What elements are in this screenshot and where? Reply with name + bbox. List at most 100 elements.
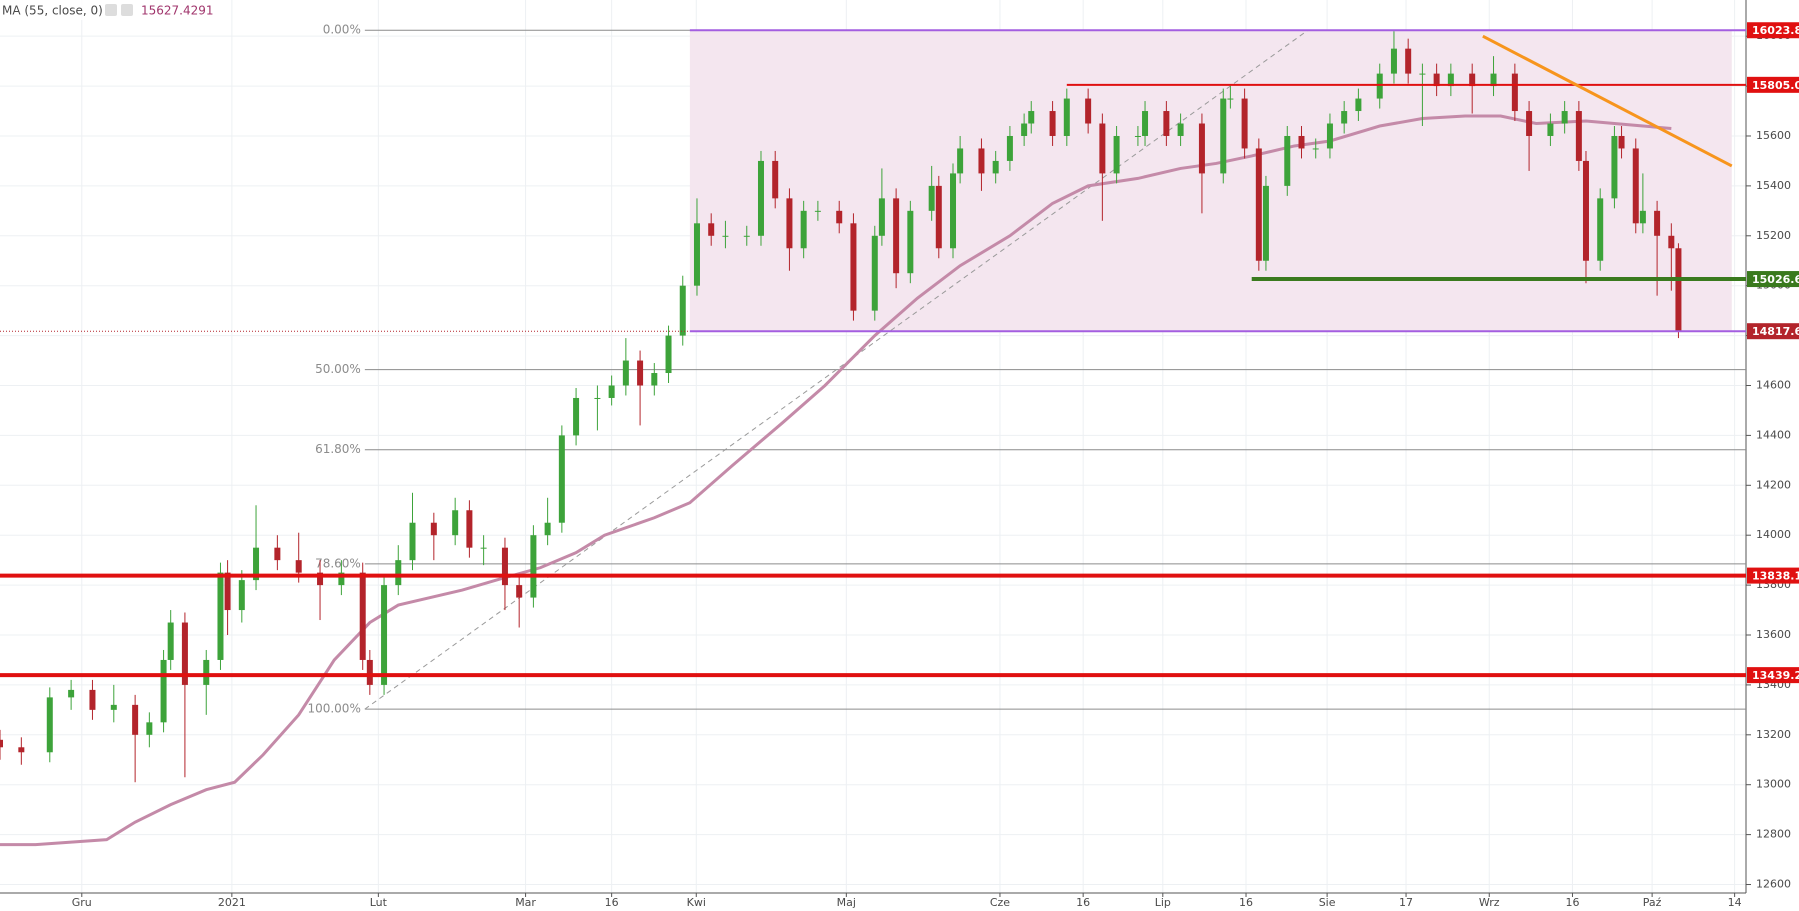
candle-body bbox=[800, 210, 807, 249]
candle-body bbox=[317, 572, 324, 586]
price-box-label: 14817.6 bbox=[1752, 325, 1799, 338]
candle-body bbox=[594, 397, 601, 399]
x-tick-label: Lip bbox=[1155, 896, 1171, 909]
candle-body bbox=[1561, 111, 1568, 124]
candle-body bbox=[1639, 210, 1646, 224]
x-tick-label: Maj bbox=[837, 896, 856, 909]
candle-body bbox=[1490, 73, 1497, 87]
fib-label: 0.00% bbox=[323, 23, 361, 37]
candle-body bbox=[1447, 73, 1454, 87]
candle-body bbox=[992, 160, 999, 174]
x-tick-label: Mar bbox=[515, 896, 536, 909]
candle-body bbox=[850, 223, 857, 311]
candle-body bbox=[1298, 135, 1305, 149]
candle-body bbox=[1433, 73, 1440, 87]
candle-body bbox=[679, 285, 686, 336]
candle-body bbox=[1284, 135, 1291, 186]
y-tick-label: 12600 bbox=[1756, 878, 1791, 891]
candle-body bbox=[238, 580, 245, 611]
y-tick-label: 13600 bbox=[1756, 628, 1791, 641]
candle-body bbox=[516, 585, 523, 598]
y-tick-label: 14400 bbox=[1756, 428, 1791, 441]
candle-body bbox=[935, 185, 942, 249]
price-box-label: 15026.6 bbox=[1752, 273, 1799, 286]
candle-body bbox=[708, 223, 715, 236]
candle-body bbox=[722, 235, 729, 237]
candle-body bbox=[878, 198, 885, 236]
candle-body bbox=[693, 223, 700, 286]
price-box bbox=[1747, 271, 1799, 288]
candle-body bbox=[1376, 73, 1383, 99]
close-icon[interactable] bbox=[121, 4, 133, 16]
candle-body bbox=[146, 722, 153, 735]
candle-body bbox=[1675, 248, 1682, 332]
candle-body bbox=[871, 235, 878, 311]
y-tick-label: 15400 bbox=[1756, 179, 1791, 192]
candle-body bbox=[1262, 185, 1269, 261]
y-tick-label: 12800 bbox=[1756, 828, 1791, 841]
candle-body bbox=[0, 739, 3, 748]
candle-body bbox=[253, 547, 260, 581]
candle-body bbox=[1632, 148, 1639, 224]
price-box-label: 13838.1 bbox=[1752, 570, 1799, 583]
candle-body bbox=[1511, 73, 1518, 112]
settings-icon[interactable] bbox=[105, 4, 117, 16]
price-box-label: 15805.0 bbox=[1752, 79, 1799, 92]
x-tick-label: Cze bbox=[990, 896, 1010, 909]
candle-body bbox=[757, 160, 764, 236]
candle-body bbox=[1419, 73, 1426, 75]
candle-body bbox=[1134, 135, 1141, 137]
candle-body bbox=[530, 535, 537, 598]
candle-body bbox=[1582, 160, 1589, 261]
candle-body bbox=[68, 689, 75, 698]
candle-body bbox=[409, 522, 416, 561]
candle-body bbox=[224, 572, 231, 611]
candle-body bbox=[295, 560, 302, 573]
x-tick-label: 16 bbox=[1239, 896, 1253, 909]
candle-body bbox=[46, 697, 53, 753]
indicator-value: 15627.4291 bbox=[141, 4, 214, 18]
candle-body bbox=[366, 659, 373, 685]
x-tick-label: Lut bbox=[370, 896, 388, 909]
candle-body bbox=[558, 435, 565, 523]
candle-body bbox=[1021, 123, 1028, 136]
y-tick-label: 13000 bbox=[1756, 778, 1791, 791]
candle-body bbox=[89, 689, 96, 710]
candle-body bbox=[274, 547, 281, 561]
x-tick-label: 14 bbox=[1728, 896, 1742, 909]
candle-body bbox=[622, 360, 629, 386]
price-box-label: 13439.2 bbox=[1752, 669, 1799, 682]
candle-body bbox=[1049, 111, 1056, 136]
candle-body bbox=[1526, 111, 1533, 136]
x-tick-label: Paź bbox=[1643, 896, 1662, 909]
y-tick-label: 14000 bbox=[1756, 528, 1791, 541]
price-box bbox=[1747, 76, 1799, 93]
candle-body bbox=[430, 522, 437, 536]
candle-body bbox=[1227, 98, 1234, 100]
candle-body bbox=[1255, 148, 1262, 261]
ma-line bbox=[0, 114, 1672, 847]
candle-body bbox=[893, 198, 900, 274]
y-tick-label: 14600 bbox=[1756, 378, 1791, 391]
candle-body bbox=[637, 360, 644, 386]
candle-body bbox=[1198, 123, 1205, 174]
y-tick-label: 13200 bbox=[1756, 728, 1791, 741]
candle-body bbox=[167, 622, 174, 660]
candle-body bbox=[1063, 98, 1070, 136]
candle-body bbox=[1405, 48, 1412, 74]
candle-body bbox=[1326, 123, 1333, 149]
candle-body bbox=[203, 659, 210, 685]
candle-body bbox=[814, 210, 821, 212]
candle-body bbox=[1547, 123, 1554, 136]
y-tick-label: 15600 bbox=[1756, 129, 1791, 142]
candle-body bbox=[1597, 198, 1604, 261]
candle-body bbox=[1668, 235, 1675, 249]
candle-body bbox=[608, 385, 615, 398]
price-box bbox=[1747, 323, 1799, 340]
candle-body bbox=[18, 747, 25, 753]
x-tick-label: Kwi bbox=[687, 896, 706, 909]
candle-body bbox=[1163, 111, 1170, 136]
x-tick-label: Sie bbox=[1319, 896, 1336, 909]
